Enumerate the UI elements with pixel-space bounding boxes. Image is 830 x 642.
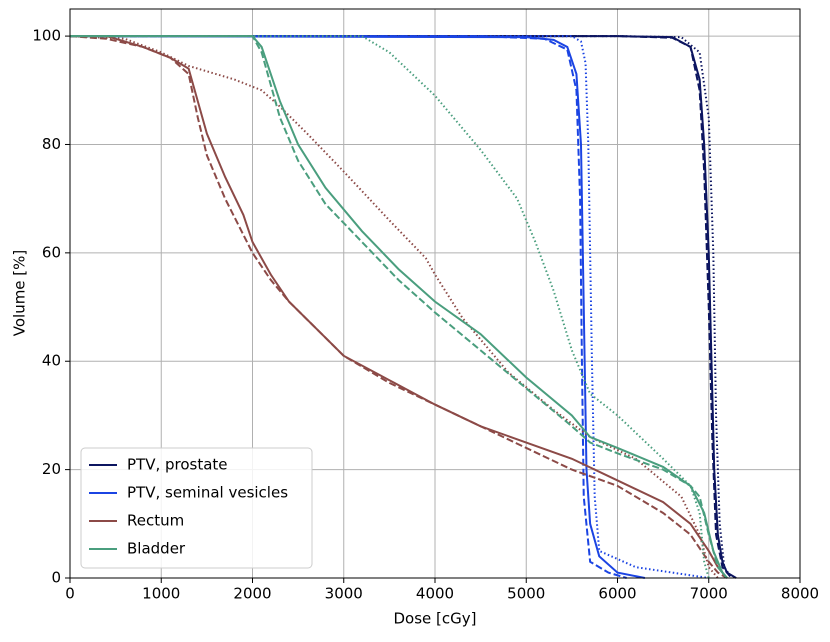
- x-tick-label: 3000: [325, 585, 363, 603]
- legend-box: [80, 447, 313, 569]
- legend-label: PTV, seminal vesicles: [127, 484, 288, 502]
- series-line: [69, 35, 728, 579]
- plot-frame: [69, 8, 801, 579]
- x-axis-label: Dose [cGy]: [394, 610, 477, 628]
- x-tick-label: 5000: [507, 585, 545, 603]
- series-line: [70, 35, 728, 579]
- x-tick-label: 0: [65, 585, 75, 603]
- legend-label: Rectum: [127, 512, 184, 530]
- x-tick-label: 4000: [416, 585, 454, 603]
- x-tick-label: 8000: [781, 585, 819, 603]
- series-line: [70, 35, 728, 579]
- series-line: [70, 35, 728, 579]
- x-tick-label: 7000: [690, 585, 728, 603]
- y-tick-label: 80: [42, 135, 61, 153]
- series-line: [69, 35, 646, 579]
- x-tick-label: 2000: [233, 585, 271, 603]
- x-tick-label: 6000: [598, 585, 636, 603]
- y-tick-label: 0: [51, 569, 61, 587]
- legend: PTV, prostate PTV, seminal vesicles Rectum…: [80, 447, 313, 569]
- series-line: [70, 35, 733, 579]
- y-tick-label: 100: [32, 27, 61, 45]
- y-tick-label: 20: [42, 460, 61, 478]
- series-line: [69, 35, 719, 579]
- x-tick-label: 1000: [142, 585, 180, 603]
- series-line: [70, 35, 627, 579]
- legend-label: PTV, prostate: [127, 456, 228, 474]
- series-line: [70, 35, 709, 579]
- legend-label: Bladder: [127, 540, 186, 558]
- y-tick-label: 60: [42, 243, 61, 261]
- series-line: [70, 35, 710, 579]
- y-axis-label: Volume [%]: [11, 250, 29, 337]
- y-tick-label: 40: [42, 352, 61, 370]
